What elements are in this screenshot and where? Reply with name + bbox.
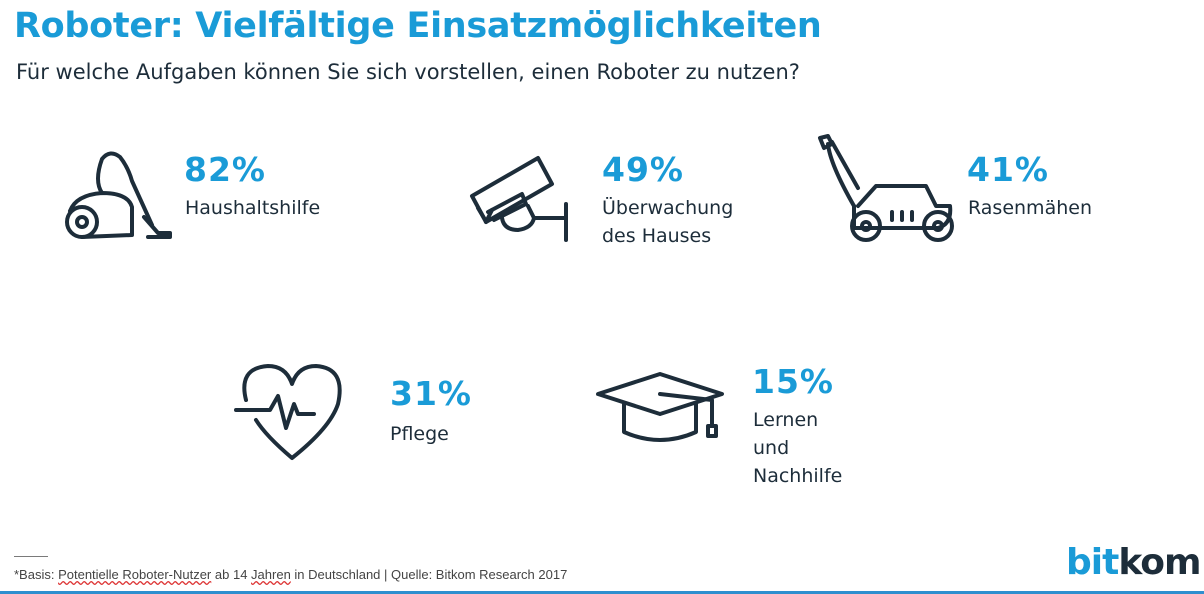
- footer-divider: [14, 556, 48, 557]
- stat-label: Pflege: [390, 420, 449, 448]
- logo-part-kom: kom: [1118, 542, 1201, 583]
- stat-label-line: Überwachung: [602, 197, 734, 219]
- stat-value: 49%: [602, 150, 684, 189]
- security-camera-icon: [470, 156, 568, 242]
- stat-label-line: Lernen und: [753, 409, 819, 459]
- stat-label: Überwachung des Hauses: [602, 194, 733, 250]
- stat-label: Haushaltshilfe: [185, 194, 320, 222]
- footer-source: *Basis: Potentielle Roboter-Nutzer ab 14…: [14, 567, 567, 582]
- stat-value: 82%: [184, 150, 266, 189]
- stat-value: 31%: [390, 374, 472, 413]
- bitkom-logo: bitkom: [1066, 542, 1202, 583]
- heart-pulse-icon: [234, 364, 342, 460]
- bottom-accent-line: [0, 591, 1204, 594]
- stat-label: Rasenmähen: [968, 194, 1092, 222]
- footer-age: Jahren: [251, 567, 291, 582]
- footer-prefix: *Basis:: [14, 567, 59, 582]
- stat-label-line: Rasenmähen: [968, 197, 1092, 219]
- stat-label-line: Pflege: [390, 423, 449, 445]
- footer-source-text: in Deutschland | Quelle: Bitkom Research…: [290, 567, 568, 582]
- page-title: Roboter: Vielfältige Einsatzmöglichkeite…: [14, 6, 822, 46]
- footer-middle: ab 14: [211, 567, 252, 582]
- stat-value: 41%: [967, 150, 1049, 189]
- graduation-cap-icon: [596, 372, 724, 442]
- page-subtitle: Für welche Aufgaben können Sie sich vors…: [16, 60, 800, 84]
- stat-label-line: des Hauses: [602, 225, 712, 247]
- vacuum-cleaner-icon: [65, 151, 172, 239]
- stat-value: 15%: [752, 362, 834, 401]
- lawn-mower-icon: [818, 134, 954, 242]
- stat-label-line: Nachhilfe: [753, 465, 843, 487]
- stat-label: Lernen und Nachhilfe: [753, 406, 842, 490]
- logo-part-bit: bit: [1066, 542, 1119, 583]
- stat-label-line: Haushaltshilfe: [185, 197, 321, 219]
- footer-basis: Potentielle Roboter-Nutzer: [58, 567, 212, 582]
